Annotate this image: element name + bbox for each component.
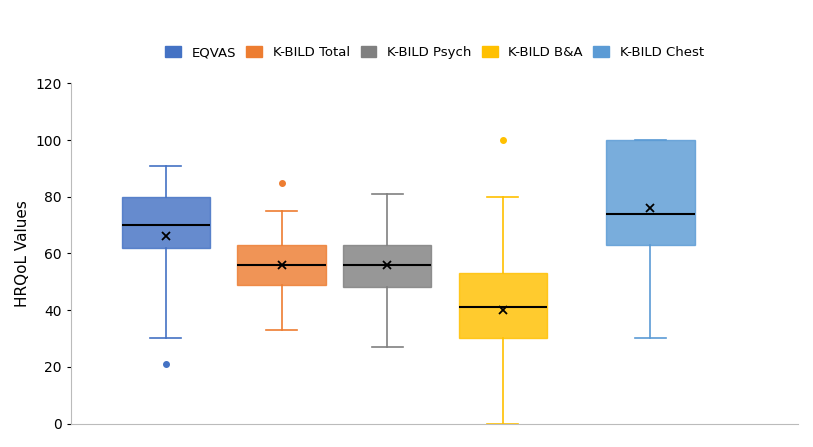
Bar — [606, 140, 695, 245]
Bar — [237, 245, 326, 285]
Y-axis label: HRQoL Values: HRQoL Values — [15, 200, 30, 307]
Legend: EQVAS, K-BILD Total, K-BILD Psych, K-BILD B&A, K-BILD Chest: EQVAS, K-BILD Total, K-BILD Psych, K-BIL… — [161, 42, 708, 63]
Bar — [343, 245, 432, 287]
Bar — [459, 273, 547, 338]
Bar — [121, 197, 210, 248]
